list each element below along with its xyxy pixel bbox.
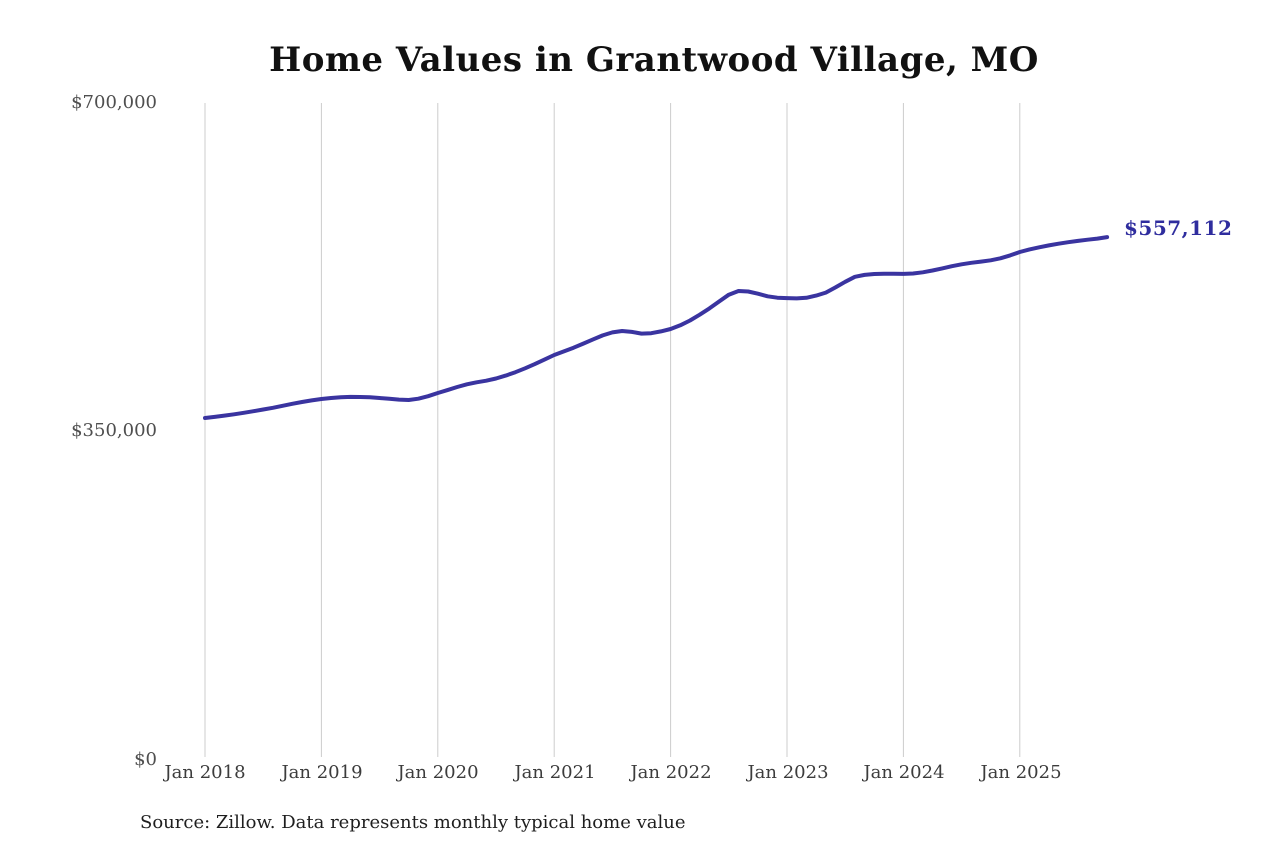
y-axis-tick-350000: $350,000 xyxy=(71,420,157,441)
x-axis-tick-jan-2025: Jan 2025 xyxy=(980,762,1062,783)
y-axis-tick-700000: $700,000 xyxy=(71,92,157,113)
x-axis-tick-jan-2024: Jan 2024 xyxy=(863,762,945,783)
x-axis-tick-jan-2020: Jan 2020 xyxy=(397,762,479,783)
x-axis-tick-jan-2019: Jan 2019 xyxy=(281,762,363,783)
x-axis-tick-jan-2018: Jan 2018 xyxy=(164,762,246,783)
gridlines-group xyxy=(204,103,1021,757)
y-axis-tick-0: $0 xyxy=(134,749,157,770)
x-axis-tick-jan-2022: Jan 2022 xyxy=(630,762,712,783)
final-value-label: $557,112 xyxy=(1124,216,1233,240)
value-line xyxy=(203,235,1110,420)
x-axis-tick-jan-2023: Jan 2023 xyxy=(747,762,829,783)
source-note: Source: Zillow. Data represents monthly … xyxy=(140,812,686,833)
x-axis-tick-jan-2021: Jan 2021 xyxy=(514,762,596,783)
chart-title: Home Values in Grantwood Village, MO xyxy=(269,40,1039,80)
